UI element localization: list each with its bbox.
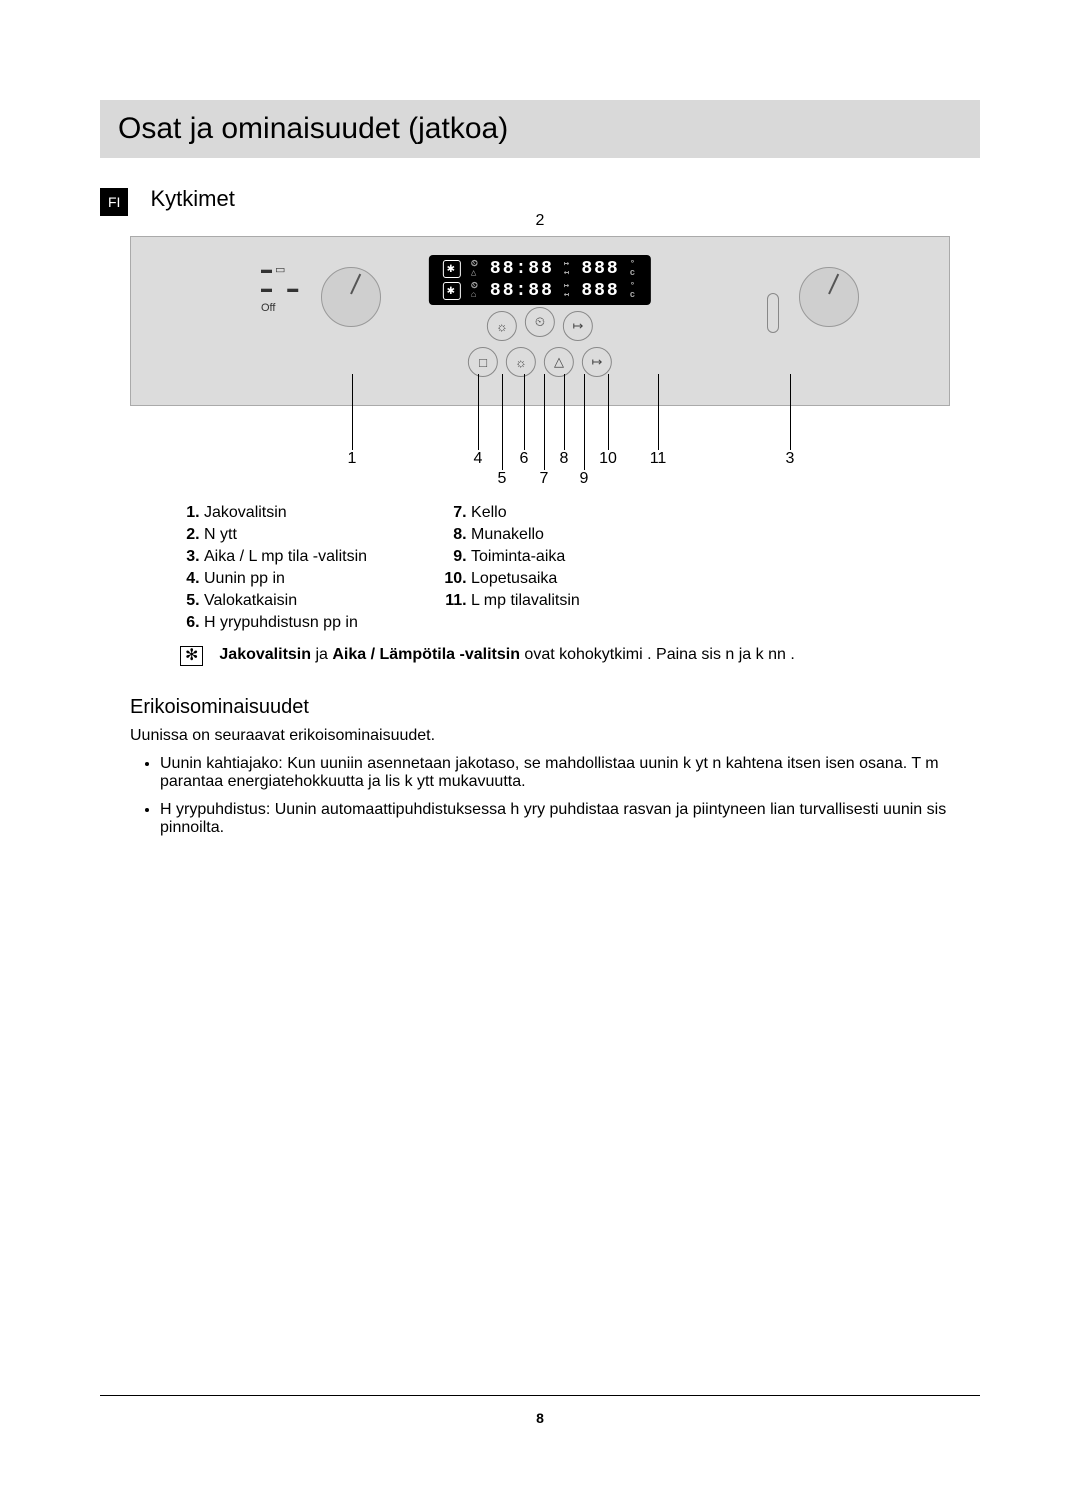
leader-line [658,374,659,450]
panel-button: ⏲ [525,307,555,337]
legend-item: Lopetusaika [471,570,580,588]
lcd-display: ⏲△ 88:88 ↦↤ 888 °c ⏲⌂ 88:88 ↦↤ 888 °c [429,255,651,305]
panel-button: ☼ [487,311,517,341]
leader-label: 3 [786,450,795,468]
panel-button: ↦ [563,311,593,341]
language-tag: FI [100,188,128,216]
note-row: ✻ Jakovalitsin ja Aika / Lämpötila -vali… [180,646,900,666]
fan-icon [443,282,461,300]
button-row-bottom: □ ☼ △ ↦ [468,347,612,377]
leader-label: 1 [348,450,357,468]
legend-item: Kello [471,504,580,522]
panel-button: □ [468,347,498,377]
leader-label: 6 [520,450,529,468]
note-text: Jakovalitsin ja Aika / Lämpötila -valits… [219,646,794,666]
lcd-time: 88:88 [490,281,554,301]
legend-item: Uunin pp in [204,570,367,588]
mode-icon: ▬ ▭ [261,265,298,276]
feature-item: Uunin kahtiajako: Kun uuniin asennetaan … [160,755,950,791]
lcd-indicator: ↦↤ [564,282,571,300]
leader-line [478,374,479,450]
panel-button: ↦ [582,347,612,377]
mode-icon: ▬ ▬ [261,284,298,295]
page-number: 8 [536,1410,544,1426]
leader-label: 9 [580,470,589,488]
leader-line [608,374,609,450]
lcd-row-top: ⏲△ 88:88 ↦↤ 888 °c [443,259,637,279]
legend-item: N ytt [204,526,367,544]
features-list: Uunin kahtiajako: Kun uuniin asennetaan … [160,755,950,837]
lcd-unit: °c [630,282,637,300]
legend-item: Jakovalitsin [204,504,367,522]
control-panel: ▬ ▭ ▬ ▬ Off ⏲△ 88:88 ↦↤ 888 °c ⏲⌂ 88:88 [130,236,950,406]
leader-line [524,374,525,450]
feature-item: H yrypuhdistus: Uunin automaattipuhdistu… [160,801,950,837]
section-title-erikois: Erikoisominaisuudet [130,696,950,719]
panel-button: ☼ [506,347,536,377]
legend-item: L mp tilavalitsin [471,592,580,610]
mode-icons-left: ▬ ▭ ▬ ▬ Off [261,265,298,314]
leader-label: 5 [498,470,507,488]
lcd-temp: 888 [581,281,619,301]
section2-intro: Uunissa on seuraavat erikoisominaisuudet… [130,727,950,745]
note-icon: ✻ [180,646,203,666]
fan-icon [443,260,461,278]
lcd-temp: 888 [581,259,619,279]
note-bold: Aika / Lämpötila -valitsin [332,646,520,663]
legend-list-left: Jakovalitsin N ytt Aika / L mp tila -valit… [180,504,367,636]
selector-knob-right [799,267,859,327]
lcd-indicator: ↦↤ [564,260,571,278]
footer-rule [100,1395,980,1396]
leader-line [544,374,545,470]
leader-line [352,374,353,450]
note-bold: Jakovalitsin [219,646,311,663]
button-row-top: ☼ ⏲ ↦ [487,311,593,341]
lcd-indicator: ⏲△ [471,260,480,278]
display-and-buttons: ⏲△ 88:88 ↦↤ 888 °c ⏲⌂ 88:88 ↦↤ 888 °c ☼ … [429,255,651,377]
control-panel-figure: 2 ▬ ▭ ▬ ▬ Off ⏲△ 88:88 ↦↤ 888 °c ⏲⌂ [130,236,950,406]
section-title-kytkimet: Kytkimet [150,186,234,212]
page-title-bar: Osat ja ominaisuudet (jatkoa) [100,100,980,158]
leader-line [564,374,565,450]
lcd-row-bottom: ⏲⌂ 88:88 ↦↤ 888 °c [443,281,637,301]
callout-leaders: 145678910113 [130,414,950,484]
lcd-time: 88:88 [490,259,554,279]
lcd-indicator: ⏲⌂ [471,282,480,300]
lcd-unit: °c [630,260,637,278]
callout-2: 2 [536,212,545,230]
legend-item: Aika / L mp tila -valitsin [204,548,367,566]
leader-label: 10 [599,450,617,468]
leader-label: 4 [474,450,483,468]
legend-list-right: Kello Munakello Toiminta-aika Lopetusaika L … [447,504,580,636]
page-title: Osat ja ominaisuudet (jatkoa) [118,112,962,146]
leader-line [584,374,585,470]
leader-label: 8 [560,450,569,468]
leader-line [502,374,503,470]
legend-columns: Jakovalitsin N ytt Aika / L mp tila -valit… [180,504,900,636]
thermometer-icon [767,293,779,333]
selector-knob-left [321,267,381,327]
legend-item: Toiminta-aika [471,548,580,566]
legend-item: H yrypuhdistusn pp in [204,614,367,632]
leader-label: 7 [540,470,549,488]
panel-button: △ [544,347,574,377]
legend-item: Munakello [471,526,580,544]
legend-item: Valokatkaisin [204,592,367,610]
leader-line [790,374,791,450]
off-label: Off [261,303,298,314]
leader-label: 11 [650,450,667,468]
